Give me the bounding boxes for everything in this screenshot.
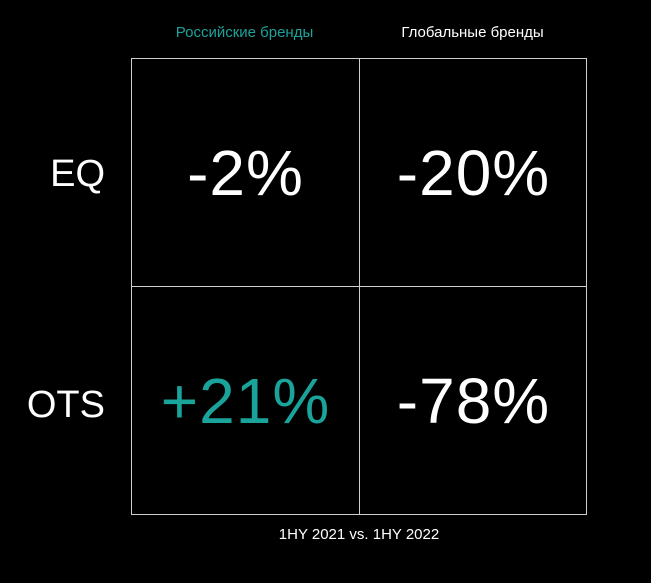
cell-value: -2%	[187, 136, 304, 209]
cell-value: -20%	[396, 136, 551, 209]
cell-eq-global: -20%	[360, 59, 587, 286]
column-header-global-brands: Глобальные бренды	[401, 24, 544, 41]
cell-ots-russian: +21%	[132, 287, 359, 514]
comparison-grid: -2% -20% +21% -78%	[131, 58, 587, 515]
cell-value-highlight: +21%	[160, 364, 331, 437]
cell-ots-global: -78%	[360, 287, 587, 514]
column-header-russian-brands: Российские бренды	[175, 24, 314, 41]
period-caption: 1HY 2021 vs. 1HY 2022	[278, 526, 440, 543]
cell-value: -78%	[396, 364, 551, 437]
row-label-eq: EQ	[50, 153, 105, 195]
row-label-ots: OTS	[26, 384, 105, 426]
cell-eq-russian: -2%	[132, 59, 359, 286]
grid-divider-horizontal	[132, 286, 586, 287]
